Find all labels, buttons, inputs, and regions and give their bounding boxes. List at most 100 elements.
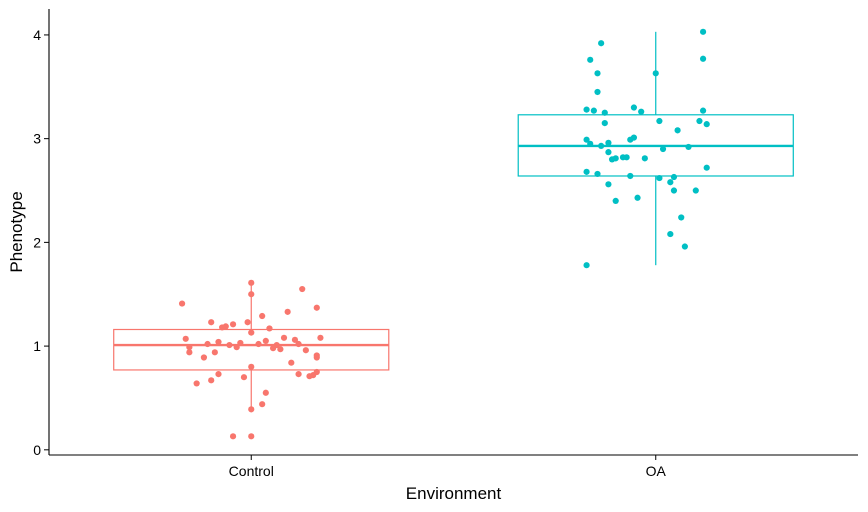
data-point (583, 168, 590, 175)
data-point (634, 194, 641, 201)
data-point (623, 154, 630, 161)
data-point (273, 341, 280, 349)
data-point (302, 347, 309, 354)
data-point (248, 329, 255, 336)
data-point (594, 88, 601, 96)
data-point (186, 349, 193, 356)
data-point (215, 338, 222, 346)
x-tick-label: OA (646, 463, 667, 479)
data-point (248, 363, 255, 370)
data-point (313, 368, 320, 376)
data-point (240, 374, 248, 381)
data-point (605, 139, 612, 146)
data-point (178, 300, 186, 307)
data-point (670, 173, 678, 181)
data-point (590, 107, 597, 114)
data-point (692, 187, 699, 194)
data-point (667, 179, 674, 186)
data-point (699, 55, 707, 62)
data-point (699, 28, 707, 35)
boxes-layer (113, 31, 794, 411)
data-point (583, 106, 590, 113)
data-point (208, 377, 215, 384)
data-point (244, 319, 251, 326)
y-tick-label: 1 (33, 338, 41, 354)
data-point (659, 145, 667, 153)
data-point (678, 214, 685, 221)
data-point (605, 181, 612, 188)
data-point (211, 349, 218, 356)
data-point (598, 142, 605, 150)
data-point (656, 117, 663, 125)
data-point (248, 291, 255, 298)
data-point (182, 335, 189, 342)
x-tick-label: Control (229, 463, 274, 479)
data-point (627, 172, 634, 180)
data-point (630, 104, 638, 111)
data-point (299, 285, 306, 293)
x-axis-title: Environment (406, 484, 502, 503)
data-point (291, 336, 299, 343)
data-point (598, 40, 605, 47)
data-point (295, 340, 302, 348)
y-tick-label: 4 (33, 27, 41, 43)
data-point (587, 56, 594, 63)
data-point (605, 149, 612, 156)
data-point (229, 321, 237, 328)
data-point (229, 433, 237, 440)
points-layer (178, 28, 710, 440)
data-point (259, 312, 266, 320)
data-point (594, 70, 601, 77)
data-point (248, 406, 255, 413)
data-point (641, 155, 648, 162)
data-point (266, 325, 273, 332)
data-point (612, 155, 619, 162)
data-point (699, 107, 707, 114)
data-point (233, 344, 240, 351)
data-point (656, 174, 663, 182)
data-point (696, 117, 703, 125)
data-point (222, 323, 229, 330)
data-point (601, 109, 608, 116)
data-point (313, 304, 320, 311)
data-point (284, 308, 291, 315)
data-point (186, 344, 193, 351)
data-point (280, 334, 288, 341)
data-point (703, 121, 710, 128)
data-point (248, 433, 255, 440)
data-point (226, 341, 233, 349)
y-tick-label: 2 (33, 234, 41, 250)
data-point (594, 170, 601, 178)
data-point (612, 197, 619, 204)
y-axis-title: Phenotype (7, 191, 26, 272)
y-tick-label: 3 (33, 131, 41, 147)
data-point (583, 262, 590, 269)
y-tick-label: 0 (33, 442, 41, 458)
data-point (277, 346, 284, 353)
data-point (630, 134, 638, 141)
x-axis-ticks: Control OA (229, 455, 667, 479)
data-point (317, 334, 324, 341)
data-point (200, 354, 208, 361)
data-point (215, 370, 222, 378)
data-point (601, 119, 608, 127)
data-point (313, 352, 320, 359)
data-point (259, 401, 266, 408)
data-point (703, 164, 710, 171)
data-point (670, 187, 678, 194)
data-point (237, 339, 244, 347)
data-point (685, 143, 692, 151)
data-point (288, 359, 295, 366)
data-point (248, 279, 255, 286)
data-point (674, 127, 681, 134)
data-point (204, 340, 211, 348)
data-point (262, 389, 269, 396)
data-point (587, 140, 594, 147)
y-axis-ticks: 0 1 2 3 4 (33, 27, 49, 458)
data-point (295, 370, 302, 378)
data-point (583, 136, 590, 143)
data-point (638, 108, 645, 115)
data-point (667, 230, 674, 238)
data-point (193, 380, 200, 387)
